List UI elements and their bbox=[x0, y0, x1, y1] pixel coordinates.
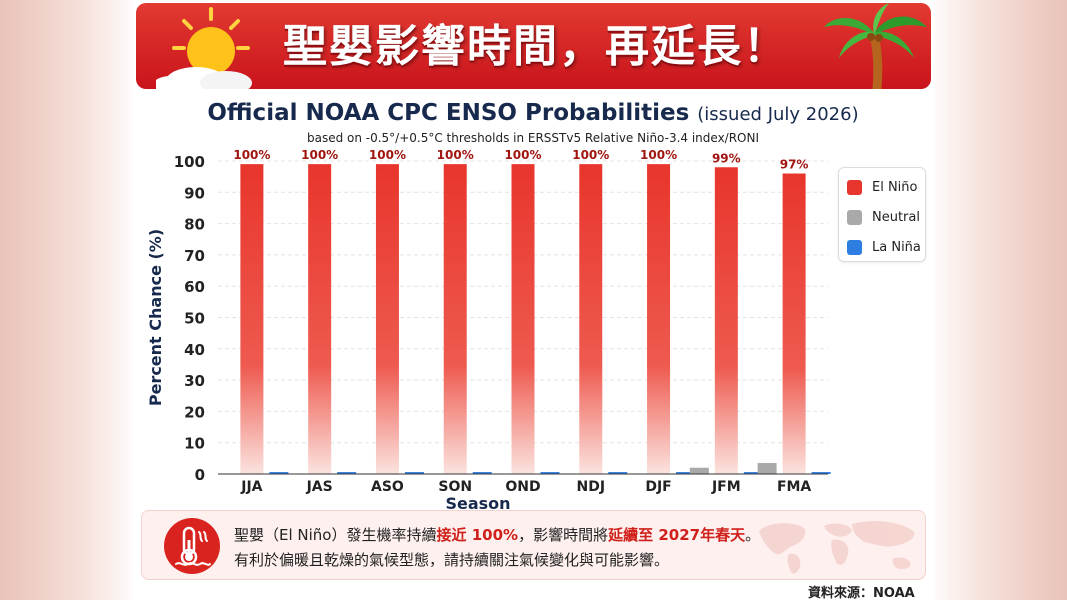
x-tick-label-JFM: JFM bbox=[711, 479, 741, 495]
y-tick-label: 0 bbox=[195, 466, 205, 484]
y-tick-label: 20 bbox=[184, 403, 205, 421]
data-label-DJF: 100% bbox=[640, 148, 677, 162]
source-credit: 資料來源：NOAA bbox=[808, 586, 915, 600]
y-tick-label: 50 bbox=[184, 310, 205, 328]
x-tick-label-OND: OND bbox=[505, 479, 540, 495]
y-tick-label: 40 bbox=[184, 341, 205, 359]
legend-item-el-nino: El Niño bbox=[847, 177, 918, 197]
data-labels: 100% 100% 100% 100% 100% 100% 100% 99% 97% bbox=[233, 148, 808, 171]
bar-neutral-FMA bbox=[757, 463, 777, 474]
bar-la-nina-SON bbox=[472, 472, 492, 474]
y-tick-label: 90 bbox=[184, 184, 205, 202]
bar-el-nino-SON bbox=[443, 164, 467, 474]
legend-item-la-nina: La Niña bbox=[847, 237, 921, 257]
x-axis-ticks: JJA JAS ASO SON OND NDJ DJF JFM FMA bbox=[240, 479, 811, 495]
legend-swatch-neutral bbox=[847, 209, 862, 225]
sun-cloud-icon bbox=[156, 7, 252, 89]
bar-el-nino-JFM bbox=[714, 167, 738, 474]
thermometer-heat-icon bbox=[164, 518, 220, 574]
bar-el-nino-FMA bbox=[782, 173, 806, 474]
bar-el-nino-ASO bbox=[375, 164, 399, 474]
bar-la-nina-FMA bbox=[811, 472, 831, 474]
y-tick-label: 10 bbox=[184, 435, 205, 453]
legend-item-neutral: Neutral bbox=[847, 207, 920, 227]
y-axis-label: Percent Chance (%) bbox=[146, 229, 165, 406]
world-map-icon bbox=[759, 521, 915, 574]
bar-el-nino-JAS bbox=[308, 164, 332, 474]
data-label-JJA: 100% bbox=[233, 148, 270, 162]
bar-la-nina-JJA bbox=[269, 472, 289, 474]
header-banner: 聖嬰影響時間，再延長！ bbox=[136, 3, 931, 89]
note-highlight-duration: 延續至 2027年春天 bbox=[608, 526, 746, 544]
chart-subtitle: based on -0.5°/+0.5°C thresholds in ERSS… bbox=[306, 131, 760, 145]
bar-el-nino-OND bbox=[511, 164, 535, 474]
note-text-2: ，影響時間將 bbox=[518, 526, 609, 544]
data-label-ASO: 100% bbox=[369, 148, 406, 162]
note-line-2: 有利於偏暖且乾燥的氣候型態，請持續關注氣候變化與可能影響。 bbox=[234, 551, 670, 569]
data-label-OND: 100% bbox=[504, 148, 541, 162]
legend-swatch-la-nina bbox=[847, 239, 862, 255]
bar-neutral-JFM bbox=[689, 467, 709, 474]
y-tick-label: 80 bbox=[184, 216, 205, 234]
bar-la-nina-OND bbox=[540, 472, 560, 474]
x-tick-label-JAS: JAS bbox=[306, 479, 333, 495]
y-tick-label: 70 bbox=[184, 247, 205, 265]
x-tick-label-NDJ: NDJ bbox=[577, 479, 606, 495]
bar-la-nina-ASO bbox=[404, 472, 424, 474]
bar-la-nina-DJF bbox=[676, 472, 696, 474]
bar-el-nino-DJF bbox=[647, 164, 671, 474]
chart-title-main: Official NOAA CPC ENSO Probabilities bbox=[207, 100, 690, 126]
bar-la-nina-JAS bbox=[337, 472, 357, 474]
note-highlight-probability: 接近 100% bbox=[436, 526, 519, 544]
legend-label-la-nina: La Niña bbox=[872, 239, 921, 255]
y-tick-label: 60 bbox=[184, 278, 205, 296]
data-label-NDJ: 100% bbox=[572, 148, 609, 162]
y-axis-ticks: 0 10 20 30 40 50 60 70 80 90 100 bbox=[174, 153, 205, 484]
x-tick-label-ASO: ASO bbox=[371, 479, 404, 495]
summary-note: 聖嬰（El Niño）發生機率持續接近 100%，影響時間將延續至 2027年春… bbox=[141, 510, 926, 580]
data-label-SON: 100% bbox=[437, 148, 474, 162]
chart-title-issued: (issued July 2026) bbox=[697, 104, 859, 125]
bar-el-nino-NDJ bbox=[579, 164, 603, 474]
palm-tree-icon bbox=[824, 3, 927, 89]
note-line-1: 聖嬰（El Niño）發生機率持續接近 100%，影響時間將延續至 2027年春… bbox=[234, 524, 760, 545]
x-tick-label-DJF: DJF bbox=[645, 479, 671, 495]
legend-label-neutral: Neutral bbox=[872, 209, 920, 225]
x-tick-label-FMA: FMA bbox=[777, 479, 811, 495]
bar-el-nino-JJA bbox=[240, 164, 264, 474]
y-tick-label: 100 bbox=[174, 153, 205, 171]
x-tick-label-SON: SON bbox=[438, 479, 472, 495]
banner-title: 聖嬰影響時間，再延長！ bbox=[283, 21, 789, 72]
data-label-FMA: 97% bbox=[780, 158, 809, 172]
x-tick-label-JJA: JJA bbox=[240, 479, 262, 495]
data-label-JAS: 100% bbox=[301, 148, 338, 162]
note-text-3: 。 bbox=[745, 526, 761, 544]
x-axis-label: Season bbox=[445, 494, 510, 513]
data-label-JFM: 99% bbox=[712, 151, 741, 165]
note-text-1: 聖嬰（El Niño）發生機率持續 bbox=[234, 526, 437, 544]
legend-swatch-el-nino bbox=[847, 179, 862, 195]
chart-title: Official NOAA CPC ENSO Probabilities (is… bbox=[133, 100, 933, 126]
y-tick-label: 30 bbox=[184, 372, 205, 390]
chart-legend: El Niño Neutral La Niña bbox=[838, 167, 926, 262]
bar-la-nina-NDJ bbox=[608, 472, 628, 474]
bar-la-nina-JFM bbox=[743, 472, 763, 474]
legend-label-el-nino: El Niño bbox=[872, 179, 918, 195]
bars bbox=[240, 164, 831, 474]
